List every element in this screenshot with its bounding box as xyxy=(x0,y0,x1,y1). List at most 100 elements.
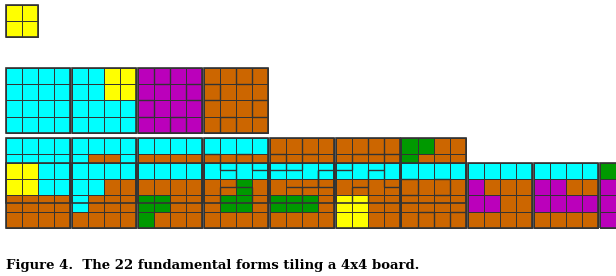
Bar xyxy=(516,163,532,179)
Bar xyxy=(402,138,418,154)
Bar xyxy=(434,154,450,170)
Bar xyxy=(71,179,87,195)
Bar xyxy=(533,212,549,228)
Bar xyxy=(22,187,38,203)
Bar xyxy=(549,195,566,212)
Bar xyxy=(352,138,368,154)
Bar xyxy=(286,154,302,170)
Bar xyxy=(434,212,450,228)
Bar xyxy=(120,116,136,133)
Bar xyxy=(186,212,202,228)
Bar xyxy=(6,84,22,100)
Bar xyxy=(203,138,220,154)
Bar xyxy=(22,195,38,212)
Bar xyxy=(203,68,269,133)
Bar xyxy=(71,212,87,228)
Bar xyxy=(137,195,154,212)
Bar xyxy=(154,195,170,212)
Bar xyxy=(104,84,120,100)
Bar xyxy=(38,170,54,187)
Bar xyxy=(120,100,136,116)
Bar xyxy=(500,195,516,212)
Bar xyxy=(402,187,418,203)
Bar xyxy=(220,187,236,203)
Bar xyxy=(402,179,418,195)
Bar xyxy=(566,195,582,212)
Bar xyxy=(270,163,286,179)
Bar xyxy=(302,163,318,179)
Bar xyxy=(22,138,38,154)
Bar xyxy=(137,138,154,154)
Bar xyxy=(203,138,269,203)
Bar xyxy=(252,100,269,116)
Bar xyxy=(54,187,70,203)
Bar xyxy=(468,195,484,212)
Bar xyxy=(87,179,104,195)
Bar xyxy=(368,195,384,212)
Bar xyxy=(6,100,22,116)
Bar xyxy=(220,163,236,179)
Bar xyxy=(170,138,186,154)
Bar xyxy=(137,212,154,228)
Bar xyxy=(368,187,384,203)
Bar xyxy=(154,170,170,187)
Bar xyxy=(302,154,318,170)
Bar xyxy=(270,195,286,212)
Bar xyxy=(220,170,236,187)
Bar xyxy=(186,195,202,212)
Bar xyxy=(468,163,484,179)
Bar xyxy=(236,187,252,203)
Bar xyxy=(599,212,616,228)
Bar xyxy=(286,187,302,203)
Bar xyxy=(336,138,400,203)
Bar xyxy=(203,68,220,84)
Bar xyxy=(434,138,450,154)
Bar xyxy=(120,68,136,84)
Bar xyxy=(220,138,236,154)
Bar xyxy=(286,212,302,228)
Bar xyxy=(368,170,384,187)
Bar xyxy=(434,170,450,187)
Bar xyxy=(54,154,70,170)
Bar xyxy=(38,163,54,179)
Bar xyxy=(286,138,302,154)
Bar xyxy=(120,163,136,179)
Bar xyxy=(236,138,252,154)
Bar xyxy=(54,212,70,228)
Bar xyxy=(154,100,170,116)
Bar xyxy=(418,187,434,203)
Bar xyxy=(120,170,136,187)
Bar xyxy=(302,170,318,187)
Bar xyxy=(203,116,220,133)
Bar xyxy=(450,170,466,187)
Bar xyxy=(450,154,466,170)
Bar xyxy=(516,212,532,228)
Bar xyxy=(368,179,384,195)
Bar xyxy=(203,163,220,179)
Bar xyxy=(38,179,54,195)
Bar xyxy=(484,195,500,212)
Bar xyxy=(384,154,400,170)
Bar xyxy=(154,116,170,133)
Bar xyxy=(286,163,302,179)
Bar xyxy=(22,170,38,187)
Bar xyxy=(252,170,269,187)
Bar xyxy=(500,179,516,195)
Bar xyxy=(318,195,334,212)
Bar xyxy=(384,170,400,187)
Bar xyxy=(533,163,598,228)
Bar xyxy=(368,138,384,154)
Bar xyxy=(137,170,154,187)
Bar xyxy=(270,163,334,228)
Bar xyxy=(384,212,400,228)
Bar xyxy=(450,195,466,212)
Bar xyxy=(270,187,286,203)
Bar xyxy=(38,138,54,154)
Bar xyxy=(252,68,269,84)
Bar xyxy=(352,170,368,187)
Bar xyxy=(450,212,466,228)
Bar xyxy=(87,100,104,116)
Bar xyxy=(203,195,220,212)
Bar xyxy=(533,195,549,212)
Bar xyxy=(38,154,54,170)
